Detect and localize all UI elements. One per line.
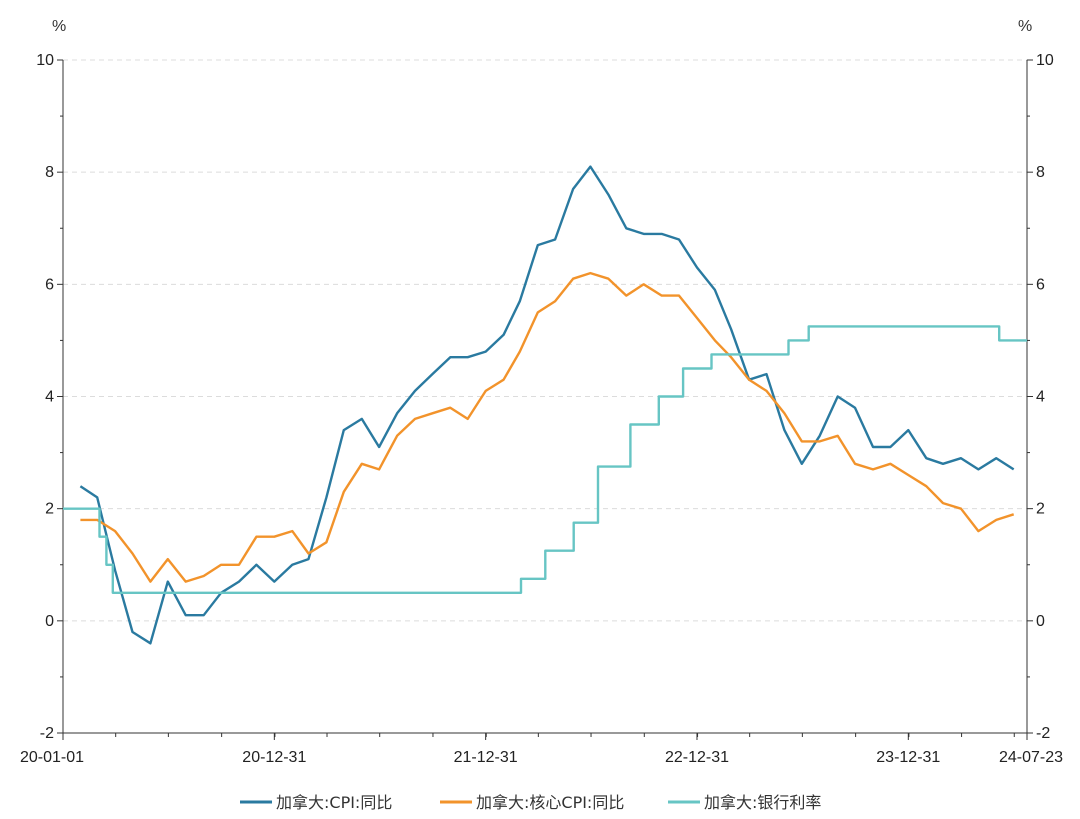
right-tick-label: 6 bbox=[1036, 276, 1045, 293]
series-line-1 bbox=[80, 271, 1015, 583]
x-tick-label: 20-01-01 bbox=[20, 749, 84, 766]
x-tick-label: 21-12-31 bbox=[454, 749, 518, 766]
right-tick-label: 0 bbox=[1036, 613, 1045, 630]
left-tick-label: 4 bbox=[45, 389, 54, 406]
legend: 加拿大:CPI:同比 加拿大:核心CPI:同比 加拿大:银行利率 bbox=[240, 793, 821, 812]
right-axis-unit: % bbox=[1018, 18, 1032, 35]
x-ticks: 20-01-01 20-12-31 21-12-31 22-12-31 23-12-31… bbox=[20, 733, 1063, 766]
right-tick-label: 8 bbox=[1036, 164, 1045, 181]
left-tick-label: 8 bbox=[45, 164, 54, 181]
right-tick-label: 2 bbox=[1036, 501, 1045, 518]
series-line-0 bbox=[79, 165, 1015, 645]
right-tick-label: 4 bbox=[1036, 389, 1045, 406]
x-tick-label: 24-07-23 bbox=[999, 749, 1063, 766]
series-line-2 bbox=[63, 325, 1027, 594]
left-axis-unit: % bbox=[52, 18, 66, 35]
x-tick-label: 22-12-31 bbox=[665, 749, 729, 766]
series-lines bbox=[63, 165, 1027, 645]
left-tick-label: 0 bbox=[45, 613, 54, 630]
left-tick-label: 10 bbox=[36, 52, 54, 69]
y-ticks: -2 -2 0 0 2 2 4 4 6 6 8 8 10 10 bbox=[36, 52, 1054, 742]
x-tick-label: 23-12-31 bbox=[876, 749, 940, 766]
axes: % % bbox=[52, 18, 1032, 734]
left-tick-label: -2 bbox=[40, 725, 54, 742]
legend-label: 加拿大:核心CPI:同比 bbox=[476, 793, 624, 812]
right-tick-label: 10 bbox=[1036, 52, 1054, 69]
x-tick-label: 20-12-31 bbox=[242, 749, 306, 766]
left-tick-label: 2 bbox=[45, 501, 54, 518]
right-tick-label: -2 bbox=[1036, 725, 1050, 742]
grid-lines bbox=[63, 59, 1027, 622]
left-tick-label: 6 bbox=[45, 276, 54, 293]
legend-label: 加拿大:银行利率 bbox=[704, 793, 821, 812]
legend-label: 加拿大:CPI:同比 bbox=[276, 793, 392, 812]
